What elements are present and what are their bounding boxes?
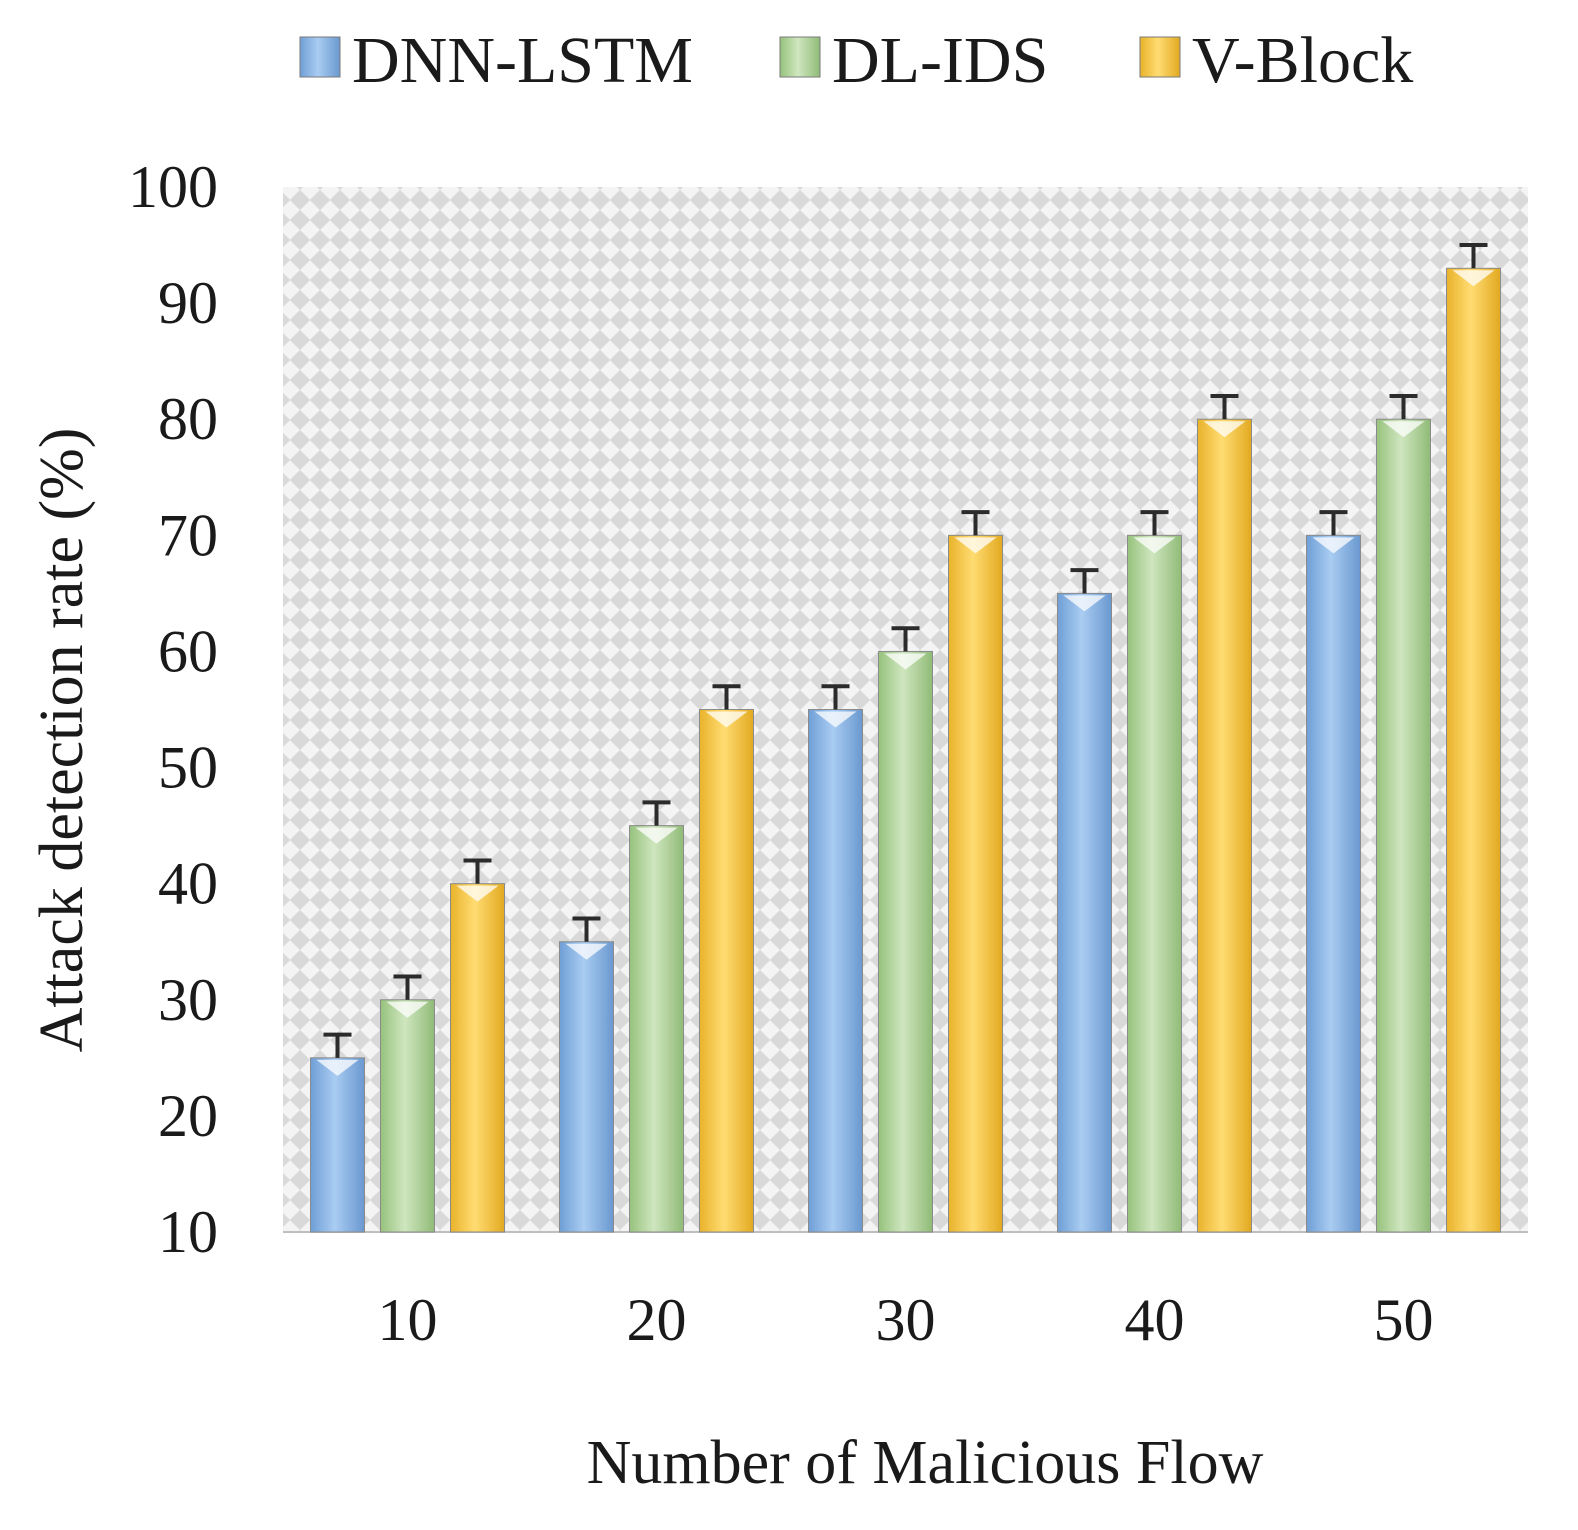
y-tick-label: 50 — [158, 735, 218, 801]
y-axis-title: Attack detection rate (%) — [28, 428, 96, 1053]
bar-cap-dnn-lstm-10 — [316, 1059, 359, 1076]
x-axis-ticks: 10 20 30 40 50 — [378, 1287, 1434, 1353]
bar-dnn-lstm-20 — [559, 941, 614, 1233]
bar-cap-dl-ids-50 — [1382, 421, 1425, 438]
bar-dl-ids-50 — [1376, 418, 1431, 1233]
bar-dnn-lstm-10 — [310, 1057, 365, 1233]
bar-v-block-40 — [1197, 418, 1252, 1233]
bar-v-block-20 — [699, 709, 754, 1233]
bar-cap-dl-ids-30 — [884, 653, 927, 670]
bar-cap-dl-ids-40 — [1133, 537, 1176, 554]
bar-cap-dl-ids-10 — [386, 1001, 429, 1018]
x-tick-label: 20 — [627, 1287, 687, 1353]
bar-v-block-50 — [1446, 267, 1501, 1233]
y-tick-label: 90 — [158, 270, 218, 336]
y-axis-ticks: 10 20 30 40 50 60 70 80 90 100 — [128, 154, 218, 1265]
legend-swatch-v-block — [1139, 36, 1181, 78]
bar-dl-ids-40 — [1127, 534, 1182, 1233]
legend-swatch-dl-ids — [779, 36, 821, 78]
bar-dl-ids-20 — [629, 825, 684, 1233]
x-tick-label: 40 — [1125, 1287, 1185, 1353]
bar-cap-dnn-lstm-40 — [1063, 595, 1106, 612]
bar-dnn-lstm-40 — [1057, 592, 1112, 1233]
bar-cap-v-block-10 — [456, 885, 499, 902]
bar-dl-ids-30 — [878, 650, 933, 1233]
legend-item-dnn-lstm: DNN-LSTM — [299, 24, 693, 97]
y-tick-label: 60 — [158, 618, 218, 684]
x-tick-label: 30 — [876, 1287, 936, 1353]
y-tick-label: 80 — [158, 386, 218, 452]
x-tick-label: 50 — [1374, 1287, 1434, 1353]
legend-label-dl-ids: DL-IDS — [832, 24, 1048, 97]
y-tick-label: 30 — [158, 967, 218, 1033]
bar-dnn-lstm-30 — [808, 709, 863, 1233]
x-axis-title: Number of Malicious Flow — [587, 1429, 1264, 1497]
bar-cap-v-block-30 — [954, 537, 997, 554]
bar-cap-v-block-50 — [1452, 270, 1495, 287]
bar-dl-ids-10 — [380, 999, 435, 1233]
legend-item-dl-ids: DL-IDS — [779, 24, 1048, 97]
y-tick-label: 40 — [158, 851, 218, 917]
y-tick-label: 100 — [128, 154, 218, 220]
bar-v-block-10 — [450, 883, 505, 1233]
y-tick-label: 10 — [158, 1199, 218, 1265]
legend-swatch-dnn-lstm — [299, 36, 341, 78]
bar-cap-dnn-lstm-20 — [565, 943, 608, 960]
legend-label-dnn-lstm: DNN-LSTM — [352, 24, 693, 97]
legend-item-v-block: V-Block — [1139, 24, 1413, 97]
bar-cap-v-block-20 — [705, 711, 748, 728]
bar-v-block-30 — [948, 534, 1003, 1233]
y-tick-label: 20 — [158, 1083, 218, 1149]
x-tick-label: 10 — [378, 1287, 438, 1353]
bar-dnn-lstm-50 — [1306, 534, 1361, 1233]
bar-cap-dnn-lstm-50 — [1312, 537, 1355, 554]
bar-cap-dl-ids-20 — [635, 827, 678, 844]
bar-cap-dnn-lstm-30 — [814, 711, 857, 728]
legend-label-v-block: V-Block — [1192, 24, 1413, 97]
bars — [310, 243, 1501, 1233]
y-tick-label: 70 — [158, 502, 218, 568]
bar-cap-v-block-40 — [1203, 421, 1246, 438]
legend: DNN-LSTM DL-IDS V-Block — [299, 24, 1413, 97]
